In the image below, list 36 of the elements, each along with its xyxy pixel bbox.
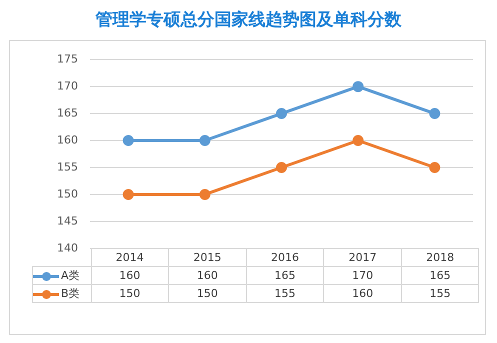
point (199, 188, 210, 200)
data-label: 165 (401, 266, 479, 285)
y-tick-label: 170 (57, 79, 78, 92)
y-tick-label: 150 (57, 187, 78, 200)
data-label: 160 (168, 266, 246, 285)
data-label: 160 (324, 284, 402, 303)
point (122, 135, 134, 146)
x-tick-label: 2017 (324, 248, 402, 267)
point (276, 108, 287, 120)
point (122, 188, 134, 200)
legend-label: B类 (32, 284, 91, 303)
chart-title: 管理学专硕总分国家线趋势图及单科分数 (94, 9, 402, 31)
y-tick-label: 175 (57, 52, 78, 66)
data-label: 170 (324, 266, 402, 285)
point (429, 162, 440, 173)
point (352, 135, 364, 146)
x-tick-label: 2015 (168, 248, 246, 267)
point (199, 135, 210, 146)
y-tick-label: 155 (57, 160, 78, 174)
y-tick-label: 165 (57, 106, 78, 120)
x-tick-label: 2014 (91, 248, 169, 267)
data-label: 155 (246, 284, 324, 303)
y-tick-label: 140 (57, 241, 78, 254)
point (429, 108, 440, 120)
legend-label: A类 (32, 266, 91, 285)
data-label: 160 (91, 266, 169, 285)
point (352, 81, 364, 92)
data-label: 155 (401, 284, 479, 303)
x-tick-label: 2016 (246, 248, 324, 267)
data-label: 150 (91, 284, 169, 303)
y-tick-label: 145 (57, 214, 78, 228)
point (276, 162, 287, 173)
data-label: 150 (168, 284, 246, 303)
y-tick-label: 160 (57, 133, 78, 146)
data-label: 165 (246, 266, 324, 285)
x-tick-label: 2018 (401, 248, 479, 267)
